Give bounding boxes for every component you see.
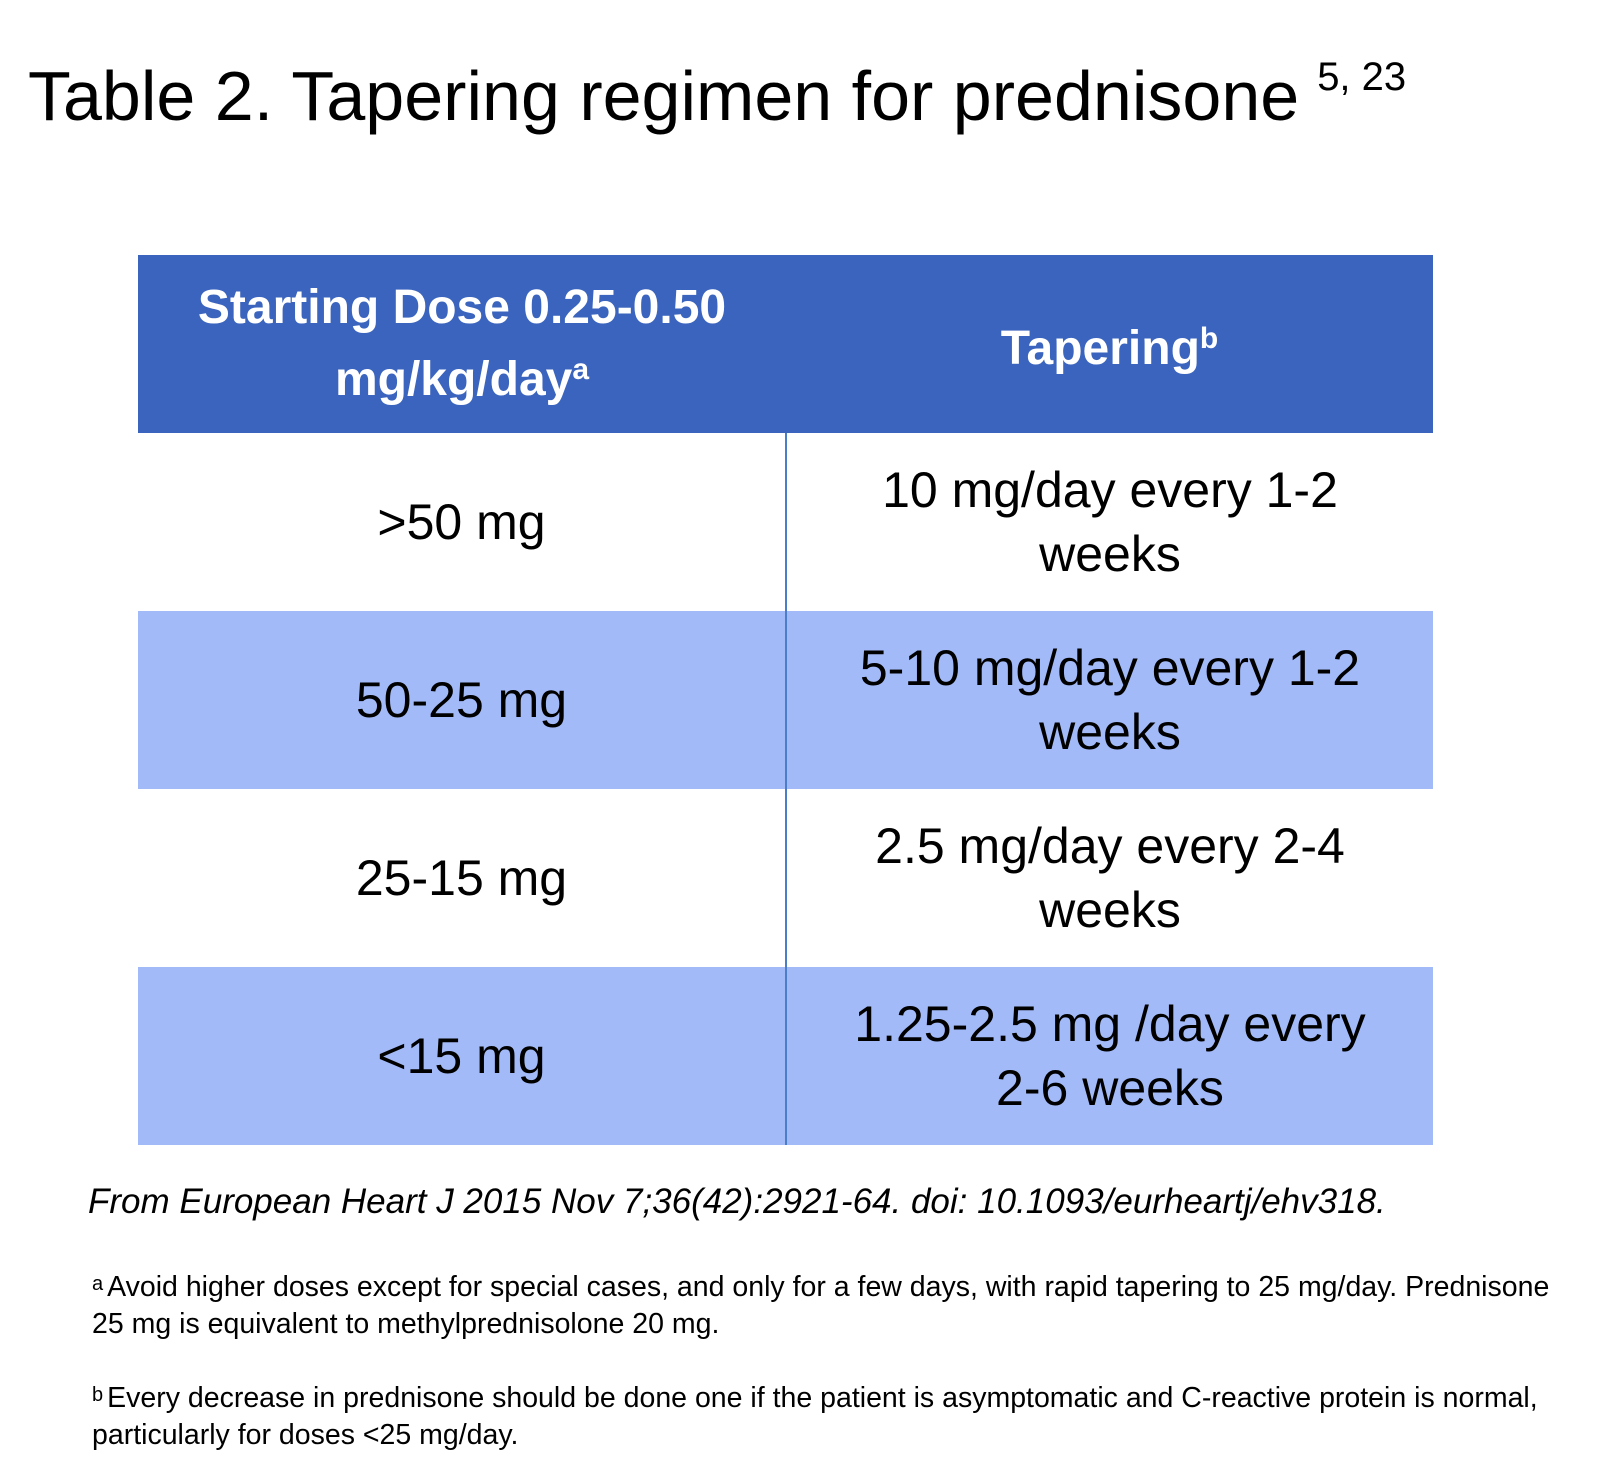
footnote-marker: b [92,1384,104,1406]
header-text: Tapering [1000,322,1200,375]
table: Starting Dose 0.25-0.50 mg/kg/daya Taper… [138,255,1433,1145]
table-cell: 5-10 mg/day every 1-2 weeks [786,611,1433,789]
title: Table 2. Tapering regimen for prednisone… [28,55,1406,136]
table-cell: 50-25 mg [138,611,787,789]
title-refs: 5, 23 [1317,55,1407,99]
table-row: <15 mg 1.25-2.5 mg /day every 2-6 weeks [138,967,1433,1145]
table-row: >50 mg 10 mg/day every 1-2 weeks [138,433,1433,611]
source: From European Heart J 2015 Nov 7;36(42):… [88,1182,1386,1221]
table-cell: 1.25-2.5 mg /day every 2-6 weeks [786,967,1433,1145]
footnote: a Avoid higher doses except for special c… [92,1266,1562,1343]
footnote-text: Every decrease in prednisone should be d… [92,1382,1538,1451]
table-cell: <15 mg [138,967,787,1145]
header-text: Starting Dose 0.25-0.50 mg/kg/day [197,281,727,406]
footnote: b Every decrease in prednisone should be … [92,1377,1562,1454]
table-row: 25-15 mg 2.5 mg/day every 2-4 weeks [138,789,1433,967]
header-cell: Starting Dose 0.25-0.50 mg/kg/daya [138,255,786,433]
table-cell: 25-15 mg [138,789,787,967]
table-row: 50-25 mg 5-10 mg/day every 1-2 weeks [138,611,1433,789]
title-text: Table 2. Tapering regimen for prednisone [28,57,1300,135]
table-body: >50 mg 10 mg/day every 1-2 weeks 50-25 mg 5… [138,433,1433,1145]
table-cell: 2.5 mg/day every 2-4 weeks [875,818,1345,938]
table-cell: 10 mg/day every 1-2 weeks [882,462,1338,582]
header-note: b [1199,322,1219,355]
footnote-text: Avoid higher doses except for special ca… [92,1271,1550,1340]
footnote-marker: a [92,1273,104,1295]
header-note: a [572,353,590,386]
header-cell: Taperingb [786,255,1433,433]
table-cell: >50 mg [138,433,787,611]
